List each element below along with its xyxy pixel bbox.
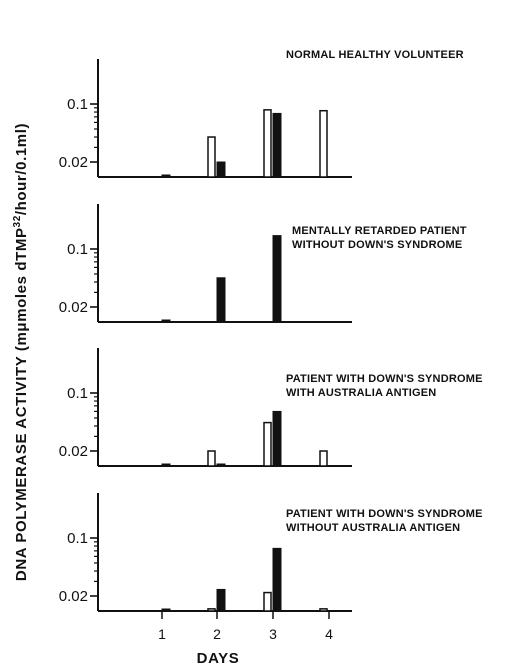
x-tick-label: 3 xyxy=(269,626,277,642)
panel-title-line: PATIENT WITH DOWN'S SYNDROME xyxy=(286,508,483,520)
filled-bar-day-2 xyxy=(216,277,226,323)
open-bar-day-2 xyxy=(207,608,216,612)
panel-1: 0.1 0.02 NORMAL HEALTHY VOLUNTEER xyxy=(59,49,464,178)
open-bar-day-3 xyxy=(263,109,272,178)
filled-bar-day-3 xyxy=(272,235,282,323)
open-bar-day-3 xyxy=(263,421,272,467)
filled-bar-day-1 xyxy=(161,608,171,612)
panel-4: 0.1 0.02 PATIENT WITH DOWN'S SYNDROME WITHO… xyxy=(59,493,483,612)
ylabel-superscript: 32 xyxy=(12,215,23,227)
panels: 0.1 0.02 NORMAL HEALTHY VOLUNTEER 0.1 0.02 ME… xyxy=(59,49,483,612)
filled-bar-day-3 xyxy=(272,112,282,178)
x-axis: 1 2 3 4 xyxy=(158,611,333,642)
filled-bar-day-2 xyxy=(216,463,226,467)
filled-bar-day-1 xyxy=(161,319,171,323)
open-bar-day-4 xyxy=(319,608,328,612)
open-bar-day-4 xyxy=(319,450,328,467)
panel-2: 0.1 0.02 MENTALLY RETARDED PATIENT WITHOUT … xyxy=(59,204,467,323)
filled-bar-day-1 xyxy=(161,174,171,178)
panel-title-line: PATIENT WITH DOWN'S SYNDROME xyxy=(286,373,483,385)
open-bar-day-2 xyxy=(207,136,216,178)
y-tick-label: 0.02 xyxy=(59,588,88,605)
filled-bar-day-3 xyxy=(272,547,282,612)
y-tick-label: 0.02 xyxy=(59,154,88,171)
x-axis-title: DAYS xyxy=(197,650,240,667)
y-axis-title: DNA POLYMERASE ACTIVITY (mμmoles dTMP32/… xyxy=(12,123,30,581)
filled-bar-day-2 xyxy=(216,588,226,612)
y-tick-label: 0.1 xyxy=(67,385,88,402)
open-bar-day-3 xyxy=(263,591,272,612)
y-tick-label: 0.1 xyxy=(67,241,88,258)
panel-title-line: MENTALLY RETARDED PATIENT xyxy=(292,225,467,237)
y-tick-label: 0.1 xyxy=(67,530,88,547)
panel-title-line: WITH AUSTRALIA ANTIGEN xyxy=(286,387,436,399)
filled-bar-day-2 xyxy=(216,161,226,178)
y-tick-label: 0.1 xyxy=(67,96,88,113)
x-tick-label: 1 xyxy=(158,626,166,642)
panel-3: 0.1 0.02 PATIENT WITH DOWN'S SYNDROME WITH … xyxy=(59,348,483,467)
filled-bar-day-1 xyxy=(161,463,171,467)
open-bar-day-4 xyxy=(319,109,328,178)
panel-title-line: WITHOUT DOWN'S SYNDROME xyxy=(292,239,462,251)
open-bar-day-2 xyxy=(207,450,216,467)
ylabel-tail: /hour/0.1ml) xyxy=(13,123,30,215)
panel-title-line: WITHOUT AUSTRALIA ANTIGEN xyxy=(286,522,460,534)
ylabel-main: DNA POLYMERASE ACTIVITY (mμmoles dTMP xyxy=(13,227,30,581)
filled-bar-day-3 xyxy=(272,410,282,467)
panel-title-line: NORMAL HEALTHY VOLUNTEER xyxy=(286,49,464,61)
svg-text:DNA POLYMERASE ACTIVITY (mμmol: DNA POLYMERASE ACTIVITY (mμmoles dTMP32/… xyxy=(12,123,30,581)
x-tick-label: 2 xyxy=(213,626,221,642)
y-tick-label: 0.02 xyxy=(59,443,88,460)
x-tick-label: 4 xyxy=(325,626,333,642)
y-tick-label: 0.02 xyxy=(59,299,88,316)
